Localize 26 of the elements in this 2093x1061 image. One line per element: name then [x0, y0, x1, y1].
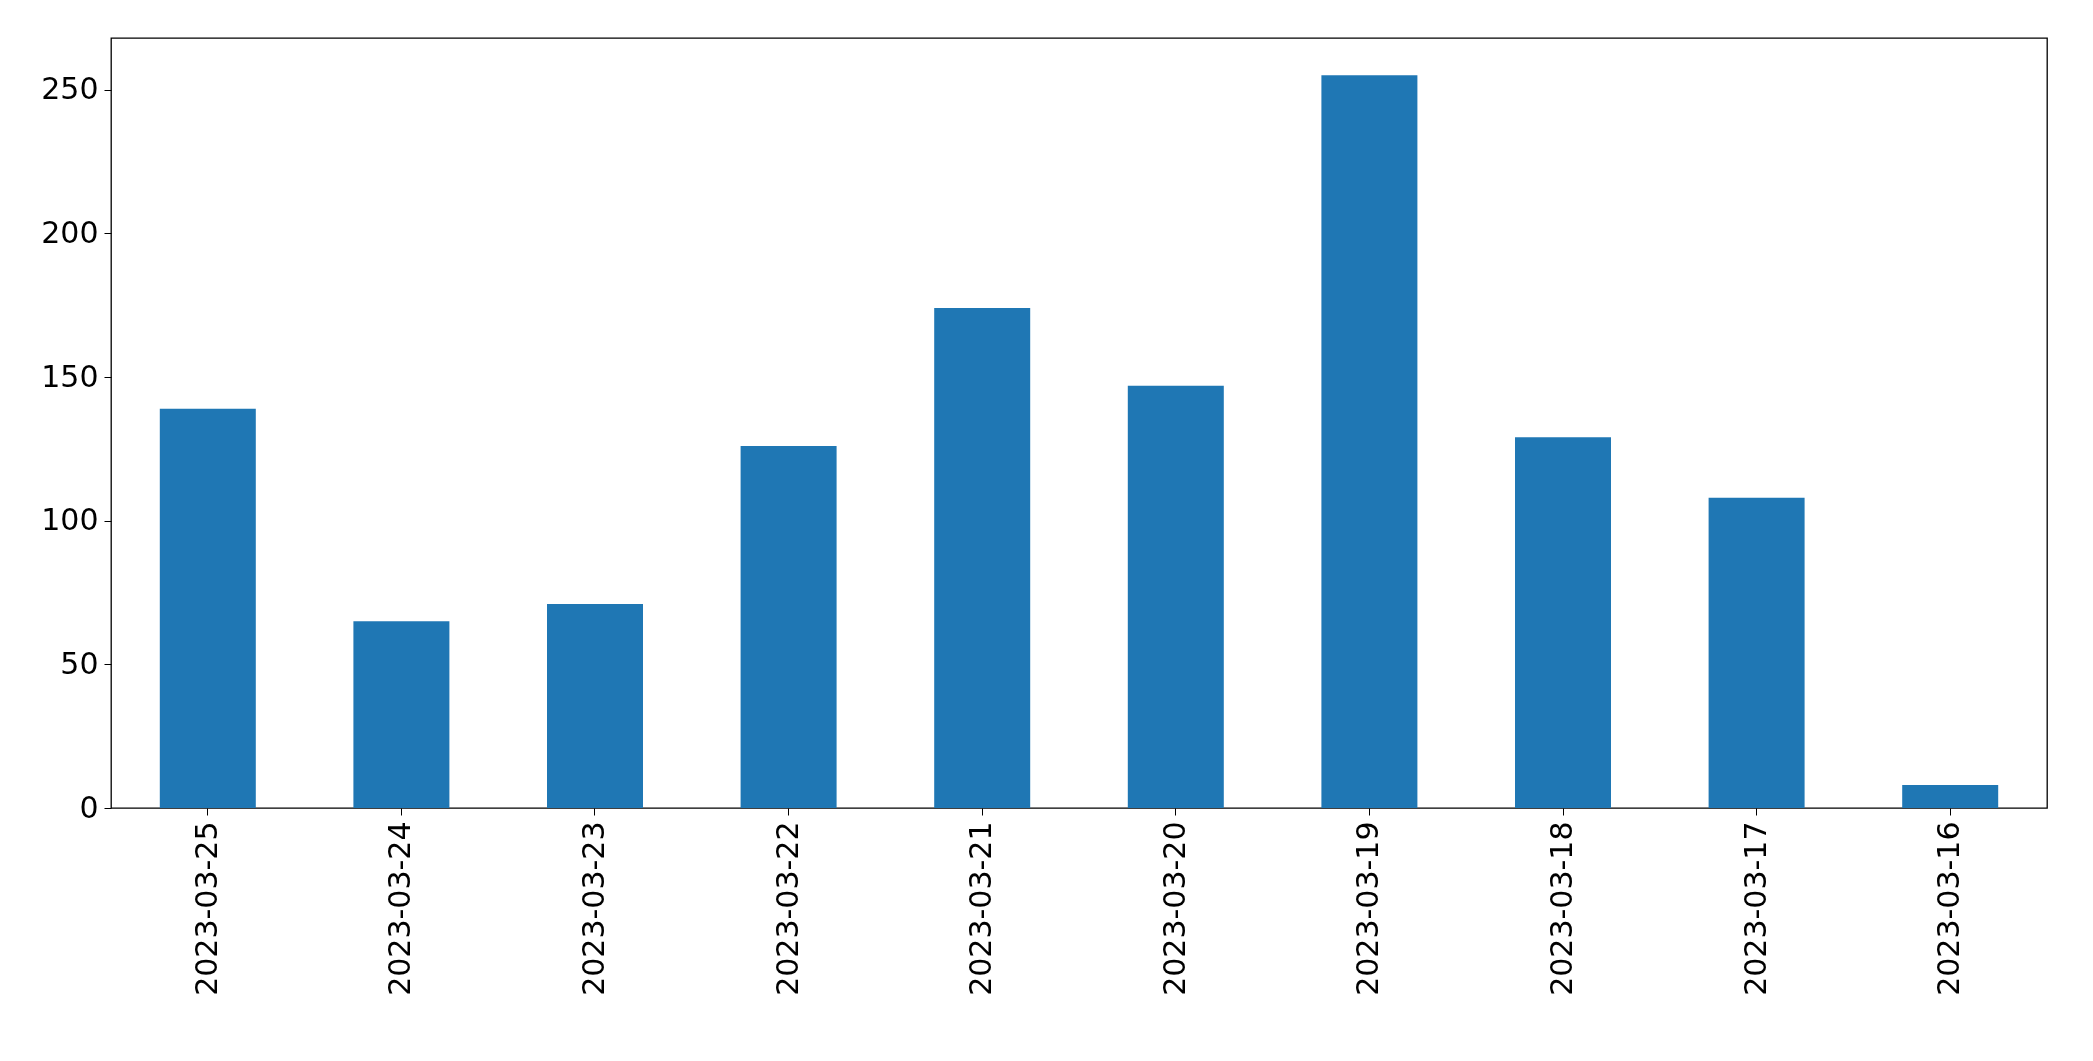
bar	[1708, 497, 1805, 808]
y-tick-label: 200	[41, 214, 99, 250]
y-tick-label: 250	[41, 71, 99, 107]
bar	[740, 445, 837, 808]
x-tick-label: 2023-03-25	[188, 821, 224, 996]
bar	[159, 408, 256, 808]
y-tick-label: 50	[60, 645, 99, 681]
x-tick-label: 2023-03-18	[1544, 821, 1579, 996]
x-tick-label: 2023-03-21	[963, 821, 999, 996]
x-tick-label: 2023-03-20	[1156, 821, 1192, 996]
bar	[934, 308, 1031, 808]
x-tick-label: 2023-03-17	[1737, 821, 1773, 996]
x-tick-label: 2023-03-19	[1350, 821, 1386, 996]
y-tick-label: 0	[79, 789, 99, 825]
bar	[547, 604, 643, 808]
y-tick-label: 150	[41, 358, 99, 394]
bar	[1902, 785, 1999, 808]
x-tick-label: 2023-03-23	[576, 821, 611, 996]
x-tick-label: 2023-03-16	[1931, 821, 1967, 996]
x-tick-label: 2023-03-22	[769, 821, 805, 996]
x-tick-label: 2023-03-24	[382, 821, 418, 996]
bar	[1321, 75, 1418, 808]
bar	[353, 621, 450, 808]
y-tick-label: 100	[41, 502, 99, 538]
bar	[1515, 437, 1611, 808]
bar	[1127, 385, 1224, 808]
